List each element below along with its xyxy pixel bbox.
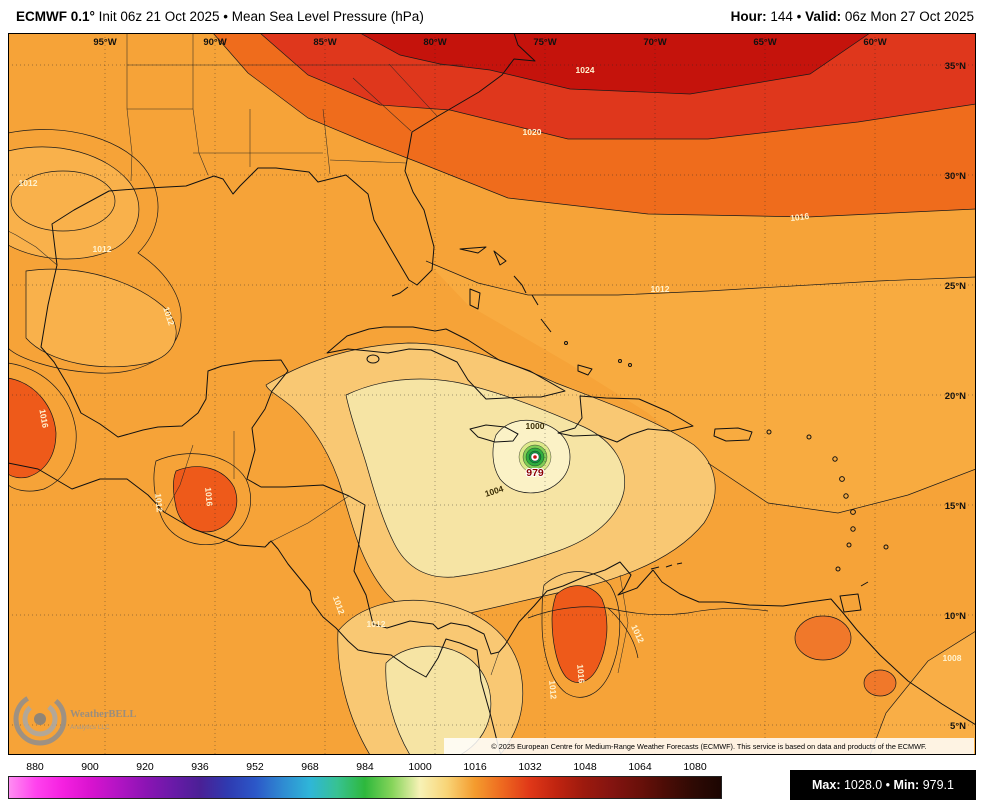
contour-label: 1016: [790, 211, 810, 223]
colorbar-gradient: [8, 776, 722, 799]
pressure-fill-1024plus: [360, 33, 870, 94]
lat-label: 15°N: [945, 501, 966, 512]
contour-label: 1012: [153, 493, 165, 513]
valid-time: Hour: 144 • Valid: 06z Mon 27 Oct 2025: [731, 9, 974, 24]
lat-label: 10°N: [945, 611, 966, 622]
geo-labels: 95°W 90°W 85°W 80°W 75°W 70°W 65°W 60°W 35°N 30°N…: [93, 37, 966, 732]
contour-label: 1016: [575, 664, 587, 684]
pressure-fill-venezuela-1: [794, 615, 852, 661]
copyright-text: © 2025 European Centre for Medium-Range …: [491, 742, 926, 751]
pressure-map: 979: [7, 32, 977, 756]
contour-label: 1012: [19, 178, 38, 188]
contour-label: 1012: [547, 680, 559, 700]
contour-pacmx-outer: [7, 362, 77, 492]
colorbar-tick: 900: [81, 761, 99, 773]
legend-bar: 880 900 920 936 952 968 984 1000 1016 1032 1048 106…: [0, 757, 984, 808]
map-title: ECMWF 0.1° Init 06z 21 Oct 2025 • Mean S…: [16, 9, 424, 24]
hour-value: 144 •: [766, 9, 806, 24]
pressure-fill-atlantic-band: [426, 261, 976, 513]
coast-hispaniola: [557, 395, 694, 443]
pressure-fill-carib-1004: [345, 378, 626, 578]
hour-label: Hour:: [730, 9, 767, 24]
colorbar-tick: 1080: [683, 761, 707, 773]
lat-label: 20°N: [945, 391, 966, 402]
colorbar-tick: 1064: [628, 761, 652, 773]
graticule: [8, 33, 976, 755]
map-border: [8, 33, 976, 755]
colorbar-tick: 1032: [518, 761, 542, 773]
contour-label: 1000: [526, 421, 545, 431]
lon-label: 90°W: [203, 37, 226, 48]
maxmin-box: Max: 1028.0 • Min: 979.1: [790, 770, 976, 800]
min-label: Min:: [893, 778, 920, 792]
contour-labels: 1024 1020 1016 1012 1012 1012 1012 1016 1016 1012…: [19, 65, 962, 700]
title-init-text: Init 06z 21 Oct 2025 • Mean Sea Level Pr…: [94, 9, 424, 24]
coast-florida-keys: [391, 286, 409, 297]
coast-bahamas: [459, 246, 632, 376]
colorbar-tick: 1048: [573, 761, 597, 773]
storm-pressure-label: 979: [526, 467, 544, 479]
storm-eye-icon: [533, 455, 537, 459]
political-borders: [7, 33, 629, 676]
pressure-fill-venezuela-2: [863, 669, 897, 697]
lon-label: 95°W: [93, 37, 116, 48]
contour-label: 1020: [523, 127, 542, 137]
colorbar-tick: 984: [356, 761, 374, 773]
coast-puerto-rico: [713, 427, 753, 442]
max-label: Max:: [812, 778, 841, 792]
colorbar-scale: 880 900 920 936 952 968 984 1000 1016 1032 1048 106…: [8, 761, 722, 774]
coast-cuba: [326, 326, 566, 400]
weatherbell-logo: WeatherBELL Analytics LLC: [13, 692, 137, 746]
copyright-strip: © 2025 European Centre for Medium-Range …: [444, 738, 974, 754]
lon-label: 80°W: [423, 37, 446, 48]
contour-label: 1008: [943, 653, 962, 663]
colorbar-tick: 968: [301, 761, 319, 773]
header-bar: ECMWF 0.1° Init 06z 21 Oct 2025 • Mean S…: [0, 0, 984, 33]
valid-label: Valid:: [805, 9, 842, 24]
contour-lines: [10, 32, 977, 756]
contour-label: 1016: [37, 408, 50, 429]
model-name: ECMWF 0.1°: [16, 9, 95, 24]
contour-1012-tx-outer: [7, 129, 182, 374]
lat-label: 5°N: [950, 721, 966, 732]
logo-sub: Analytics LLC: [70, 724, 110, 731]
colorbar-tick: 952: [246, 761, 264, 773]
storm-center: [518, 440, 552, 474]
lat-label: 25°N: [945, 281, 966, 292]
logo-brand: WeatherBELL: [70, 709, 137, 720]
lon-label: 75°W: [533, 37, 556, 48]
min-value: 979.1: [919, 778, 954, 792]
lat-label: 30°N: [945, 171, 966, 182]
logo-swirl-icon: [13, 692, 67, 746]
colorbar-tick: 920: [136, 761, 154, 773]
pressure-fill-mx-cell: [25, 268, 177, 368]
contour-label: 1012: [93, 244, 112, 254]
colorbar-tick: 880: [26, 761, 44, 773]
lon-label: 65°W: [753, 37, 776, 48]
pressure-fill-colombia: [551, 585, 608, 683]
coast-lesser-antilles: [650, 429, 889, 613]
pressure-fill-pacmx: [7, 377, 57, 479]
contour-label: 1012: [367, 619, 386, 629]
contour-label: 1012: [651, 284, 670, 294]
colorbar-tick: 1016: [463, 761, 487, 773]
valid-value: 06z Mon 27 Oct 2025: [841, 9, 974, 24]
coast-pacific: [7, 462, 502, 756]
coast-isle-of-youth: [366, 354, 380, 364]
colorbar-tick: 1000: [408, 761, 432, 773]
lon-label: 60°W: [863, 37, 886, 48]
lon-label: 70°W: [643, 37, 666, 48]
contour-label: 1024: [576, 65, 595, 75]
lon-label: 85°W: [313, 37, 336, 48]
pressure-fill-se-band: [870, 631, 976, 755]
max-value: 1028.0 •: [840, 778, 894, 792]
contour-label: 1016: [203, 487, 215, 507]
contour-colombia-outer: [541, 571, 621, 698]
coastlines: [7, 32, 977, 756]
colorbar-tick: 936: [191, 761, 209, 773]
coast-jamaica: [469, 424, 519, 443]
lat-label: 35°N: [945, 61, 966, 72]
coast-north-america: [40, 32, 977, 726]
